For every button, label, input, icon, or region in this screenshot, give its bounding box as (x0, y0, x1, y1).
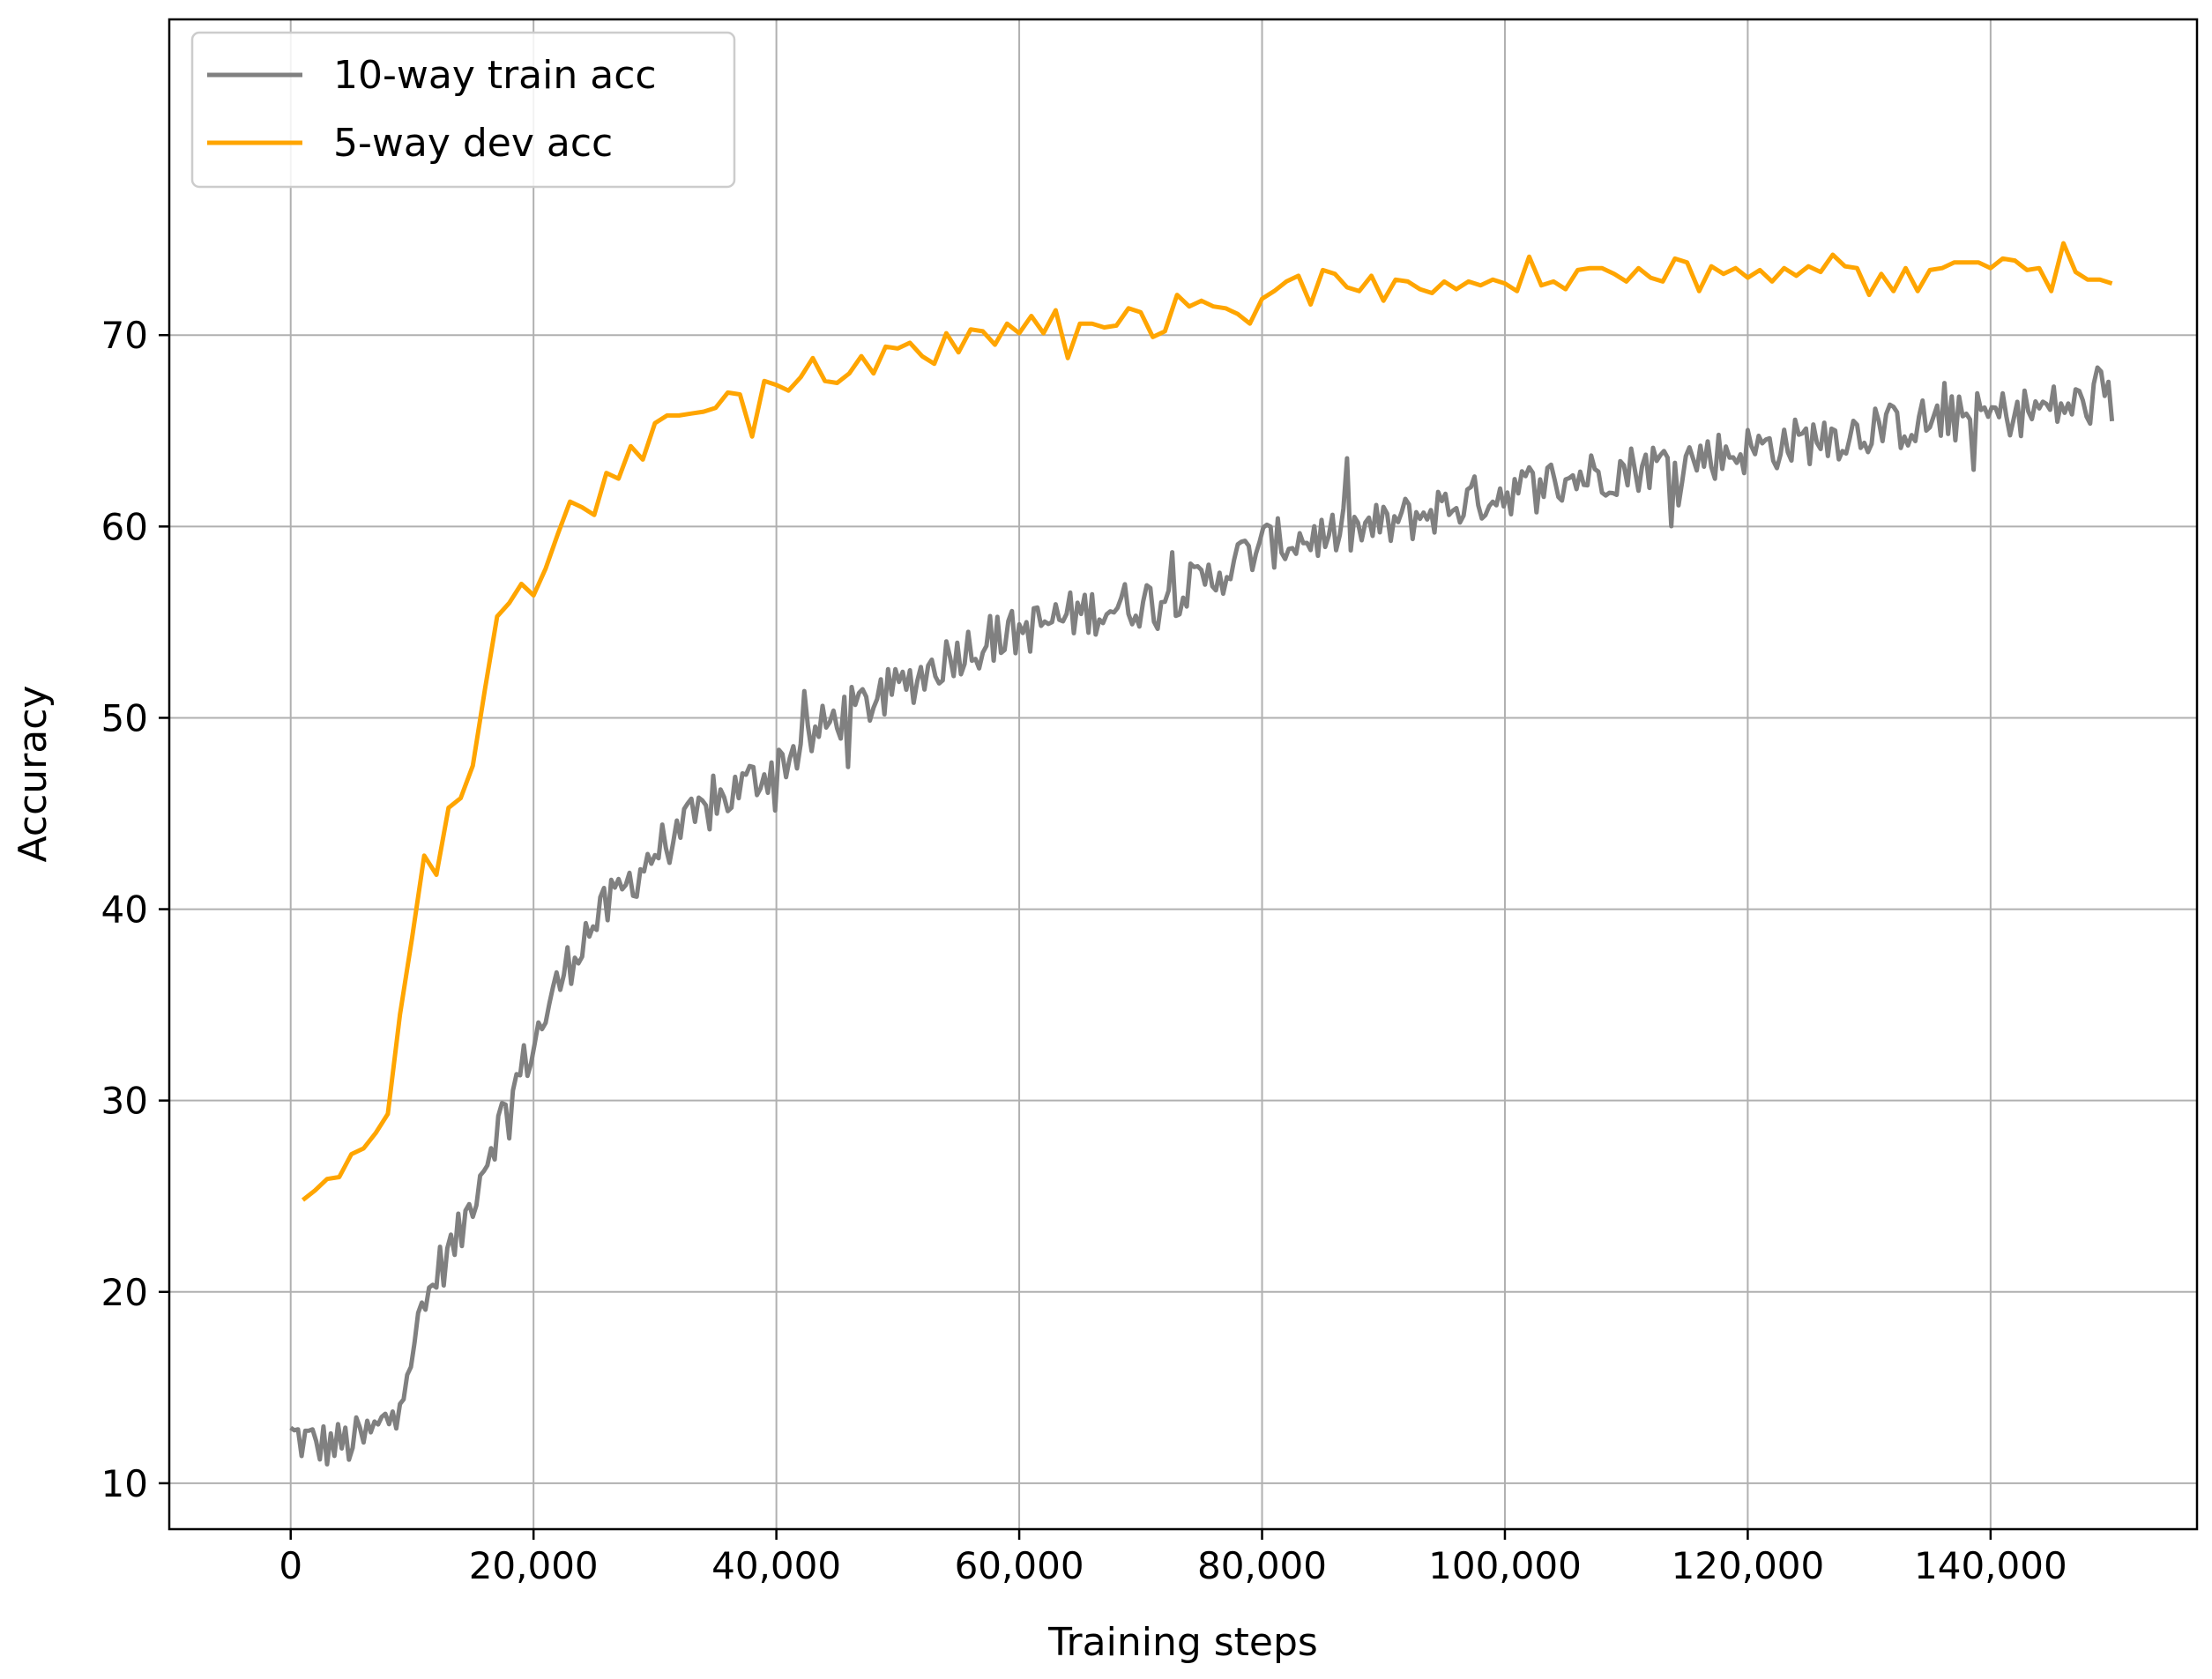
plot-frame (168, 18, 2199, 1531)
x-tick-label: 140,000 (1914, 1544, 2067, 1587)
x-tick-label: 120,000 (1672, 1544, 1825, 1587)
x-axis-title: Training steps (1047, 1620, 1318, 1665)
y-tick-label: 10 (101, 1462, 148, 1505)
legend: 10-way train acc 5-way dev acc (190, 31, 736, 189)
x-axis: 0 20,000 40,000 60,000 80,000 100,000 120,000 1… (279, 1529, 2067, 1587)
series-line-train-acc (289, 365, 2115, 1467)
y-tick-label: 60 (101, 505, 148, 548)
x-tick-label: 100,000 (1428, 1544, 1582, 1587)
x-tick-label: 80,000 (1197, 1544, 1327, 1587)
grid (169, 19, 2197, 1529)
legend-label-train-acc: 10-way train acc (333, 53, 657, 98)
y-tick-label: 50 (101, 696, 148, 739)
y-axis-title: Accuracy (11, 686, 56, 863)
series-group (289, 241, 2115, 1467)
x-tick-label: 20,000 (469, 1544, 599, 1587)
x-tick-label: 60,000 (955, 1544, 1084, 1587)
x-tick-label: 0 (279, 1544, 302, 1587)
y-tick-label: 40 (101, 888, 148, 932)
x-tick-label: 40,000 (711, 1544, 841, 1587)
y-axis: 10 20 30 40 50 60 70 (101, 314, 169, 1505)
legend-label-dev-acc: 5-way dev acc (333, 121, 613, 166)
y-tick-label: 70 (101, 314, 148, 357)
legend-box (190, 31, 736, 189)
y-tick-label: 30 (101, 1080, 148, 1123)
series-line-dev-acc (301, 241, 2113, 1202)
y-tick-label: 20 (101, 1271, 148, 1314)
